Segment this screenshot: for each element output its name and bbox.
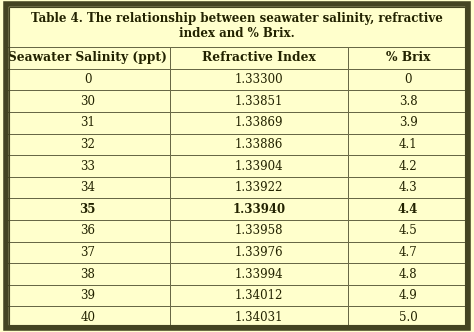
Bar	[6, 177, 170, 199]
Text: 1.33958: 1.33958	[235, 224, 283, 237]
Bar	[170, 90, 348, 112]
Text: 1.33940: 1.33940	[232, 203, 285, 216]
Bar	[348, 285, 468, 306]
Text: 1.33300: 1.33300	[235, 73, 283, 86]
Text: 38: 38	[81, 268, 95, 281]
Bar	[6, 155, 170, 177]
Text: 4.8: 4.8	[399, 268, 418, 281]
Bar	[348, 306, 468, 328]
Bar	[170, 285, 348, 306]
Bar	[348, 90, 468, 112]
Bar	[348, 220, 468, 242]
Text: 34: 34	[80, 181, 95, 194]
Bar	[170, 69, 348, 90]
Text: Refractive Index: Refractive Index	[202, 51, 316, 64]
Text: 32: 32	[81, 138, 95, 151]
Bar	[170, 263, 348, 285]
Text: 40: 40	[80, 311, 95, 324]
Text: 1.33904: 1.33904	[235, 159, 283, 173]
Bar	[348, 47, 468, 69]
Bar	[6, 220, 170, 242]
Bar	[6, 133, 170, 155]
Bar	[6, 285, 170, 306]
Bar	[348, 263, 468, 285]
Text: 39: 39	[80, 289, 95, 302]
Text: 35: 35	[80, 203, 96, 216]
Bar	[170, 220, 348, 242]
Bar	[170, 112, 348, 133]
Text: 30: 30	[80, 95, 95, 108]
Text: 5.0: 5.0	[399, 311, 418, 324]
Bar	[348, 242, 468, 263]
Bar	[170, 242, 348, 263]
Bar	[6, 90, 170, 112]
Text: 4.3: 4.3	[399, 181, 418, 194]
Text: 4.7: 4.7	[399, 246, 418, 259]
Text: 3.8: 3.8	[399, 95, 418, 108]
Bar	[348, 199, 468, 220]
Text: % Brix: % Brix	[386, 51, 430, 64]
Text: 1.33994: 1.33994	[235, 268, 283, 281]
Text: 1.33869: 1.33869	[235, 116, 283, 129]
Text: 1.33922: 1.33922	[235, 181, 283, 194]
Bar	[170, 155, 348, 177]
Bar	[6, 242, 170, 263]
Bar	[348, 155, 468, 177]
Bar	[170, 47, 348, 69]
Text: Seawater Salinity (ppt): Seawater Salinity (ppt)	[9, 51, 167, 64]
Bar	[170, 133, 348, 155]
Bar	[348, 112, 468, 133]
Text: Table 4. The relationship between seawater salinity, refractive
index and % Brix: Table 4. The relationship between seawat…	[31, 12, 443, 40]
Text: 1.33976: 1.33976	[235, 246, 283, 259]
Bar	[348, 177, 468, 199]
Text: 31: 31	[81, 116, 95, 129]
Bar	[6, 4, 468, 47]
Text: 4.2: 4.2	[399, 159, 418, 173]
Text: 36: 36	[80, 224, 95, 237]
Text: 33: 33	[80, 159, 95, 173]
Text: 3.9: 3.9	[399, 116, 418, 129]
Bar	[170, 177, 348, 199]
Text: 1.33886: 1.33886	[235, 138, 283, 151]
Text: 4.1: 4.1	[399, 138, 418, 151]
Bar	[6, 47, 170, 69]
Bar	[6, 306, 170, 328]
Bar	[170, 306, 348, 328]
Bar	[6, 263, 170, 285]
Text: 0: 0	[404, 73, 412, 86]
Text: 4.9: 4.9	[399, 289, 418, 302]
Text: 1.33851: 1.33851	[235, 95, 283, 108]
Bar	[6, 69, 170, 90]
Bar	[6, 199, 170, 220]
Bar	[6, 112, 170, 133]
Bar	[348, 133, 468, 155]
Text: 4.5: 4.5	[399, 224, 418, 237]
Text: 37: 37	[80, 246, 95, 259]
Bar	[170, 199, 348, 220]
Text: 1.34031: 1.34031	[235, 311, 283, 324]
Text: 1.34012: 1.34012	[235, 289, 283, 302]
Bar	[348, 69, 468, 90]
Text: 4.4: 4.4	[398, 203, 419, 216]
Text: 0: 0	[84, 73, 91, 86]
